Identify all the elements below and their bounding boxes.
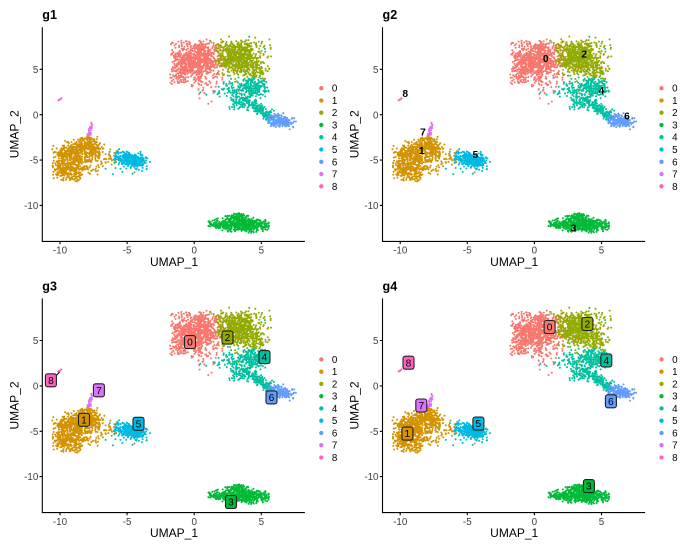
svg-text:8: 8 — [406, 358, 412, 369]
svg-text:g4: g4 — [383, 279, 398, 293]
svg-text:7: 7 — [420, 128, 426, 139]
svg-text:6: 6 — [608, 397, 614, 408]
svg-text:7: 7 — [418, 401, 424, 412]
svg-text:g1: g1 — [42, 8, 57, 22]
svg-text:5: 5 — [473, 150, 479, 161]
svg-text:2: 2 — [585, 320, 591, 331]
svg-text:1: 1 — [405, 429, 411, 440]
svg-text:1: 1 — [81, 415, 87, 426]
svg-text:3: 3 — [586, 482, 592, 493]
svg-text:8: 8 — [48, 376, 54, 387]
svg-text:4: 4 — [603, 356, 609, 367]
svg-text:7: 7 — [96, 386, 102, 397]
svg-text:g3: g3 — [42, 279, 57, 293]
svg-text:1: 1 — [419, 146, 425, 157]
svg-text:0: 0 — [187, 338, 193, 349]
svg-text:0: 0 — [547, 323, 553, 334]
svg-text:0: 0 — [543, 54, 549, 65]
svg-text:4: 4 — [599, 86, 605, 97]
svg-text:6: 6 — [269, 393, 275, 404]
svg-text:6: 6 — [624, 112, 630, 123]
svg-text:8: 8 — [402, 89, 408, 100]
svg-text:2: 2 — [581, 49, 587, 60]
svg-text:3: 3 — [571, 224, 577, 235]
svg-text:3: 3 — [228, 498, 234, 509]
svg-text:5: 5 — [476, 419, 482, 430]
svg-text:5: 5 — [136, 419, 142, 430]
svg-text:2: 2 — [225, 333, 231, 344]
svg-text:g2: g2 — [383, 8, 398, 22]
svg-text:4: 4 — [262, 353, 268, 364]
